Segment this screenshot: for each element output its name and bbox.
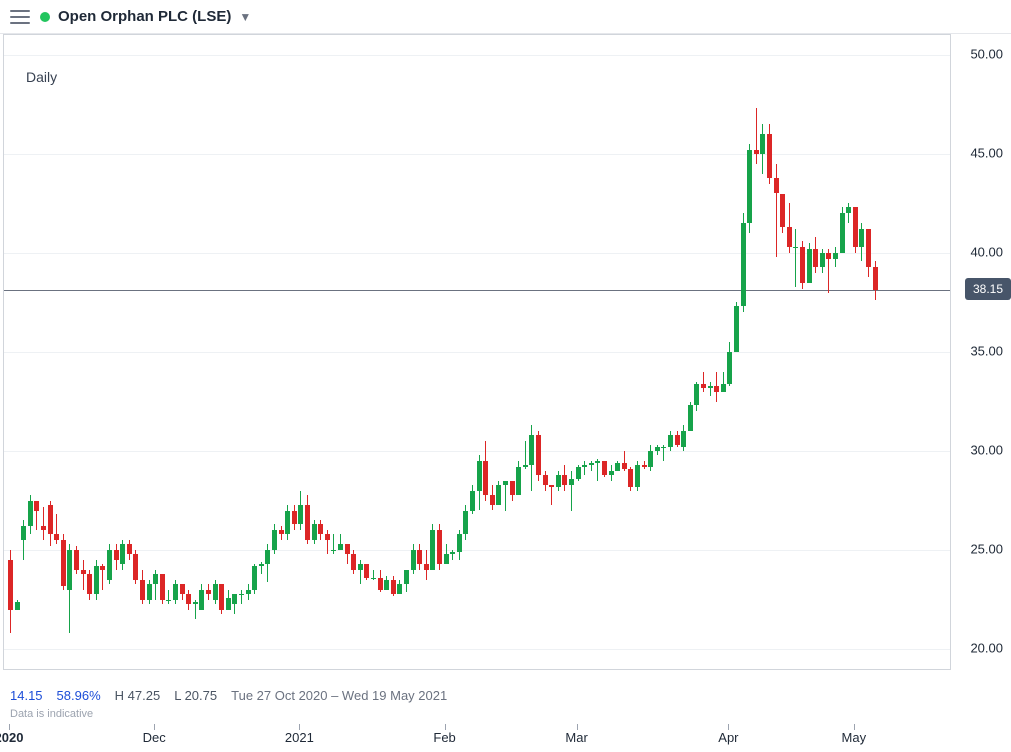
price-change: 14.15: [10, 688, 43, 703]
current-price-line: [4, 290, 950, 291]
y-tick-label: 20.00: [970, 641, 1003, 656]
date-range: Tue 27 Oct 2020 – Wed 19 May 2021: [231, 688, 447, 703]
interval-label: Daily: [26, 69, 57, 85]
disclaimer-text: Data is indicative: [10, 708, 93, 720]
y-tick-label: 35.00: [970, 344, 1003, 359]
symbol-title[interactable]: Open Orphan PLC (LSE): [58, 8, 231, 25]
topbar: Open Orphan PLC (LSE) ▼: [0, 0, 1011, 34]
menu-icon[interactable]: [8, 5, 32, 29]
x-tick-label: Mar: [565, 730, 587, 745]
x-axis: 2020 Dec 2021 Feb Mar Apr May: [3, 730, 951, 750]
x-tick-label: May: [842, 730, 867, 745]
price-change-pct: 58.96%: [57, 688, 101, 703]
x-tick-label: 2021: [285, 730, 314, 745]
high-value: H 47.25: [115, 688, 161, 703]
chevron-down-icon[interactable]: ▼: [239, 10, 251, 24]
y-tick-label: 50.00: [970, 46, 1003, 61]
status-dot-icon: [40, 12, 50, 22]
y-tick-label: 40.00: [970, 244, 1003, 259]
current-price-tag: 38.15: [965, 278, 1011, 300]
ohlc-info-bar: 14.15 58.96% H 47.25 L 20.75 Tue 27 Oct …: [10, 688, 447, 703]
x-tick-label: Feb: [433, 730, 455, 745]
y-tick-label: 30.00: [970, 443, 1003, 458]
y-tick-label: 25.00: [970, 542, 1003, 557]
y-axis: 20.00 25.00 30.00 35.00 40.00 45.00 50.00 38.15: [953, 34, 1011, 670]
x-tick-label: 2020: [0, 730, 23, 745]
x-tick-label: Dec: [143, 730, 166, 745]
y-tick-label: 45.00: [970, 145, 1003, 160]
chart-plot-area[interactable]: Daily: [3, 34, 951, 670]
x-tick-label: Apr: [718, 730, 738, 745]
low-value: L 20.75: [174, 688, 217, 703]
